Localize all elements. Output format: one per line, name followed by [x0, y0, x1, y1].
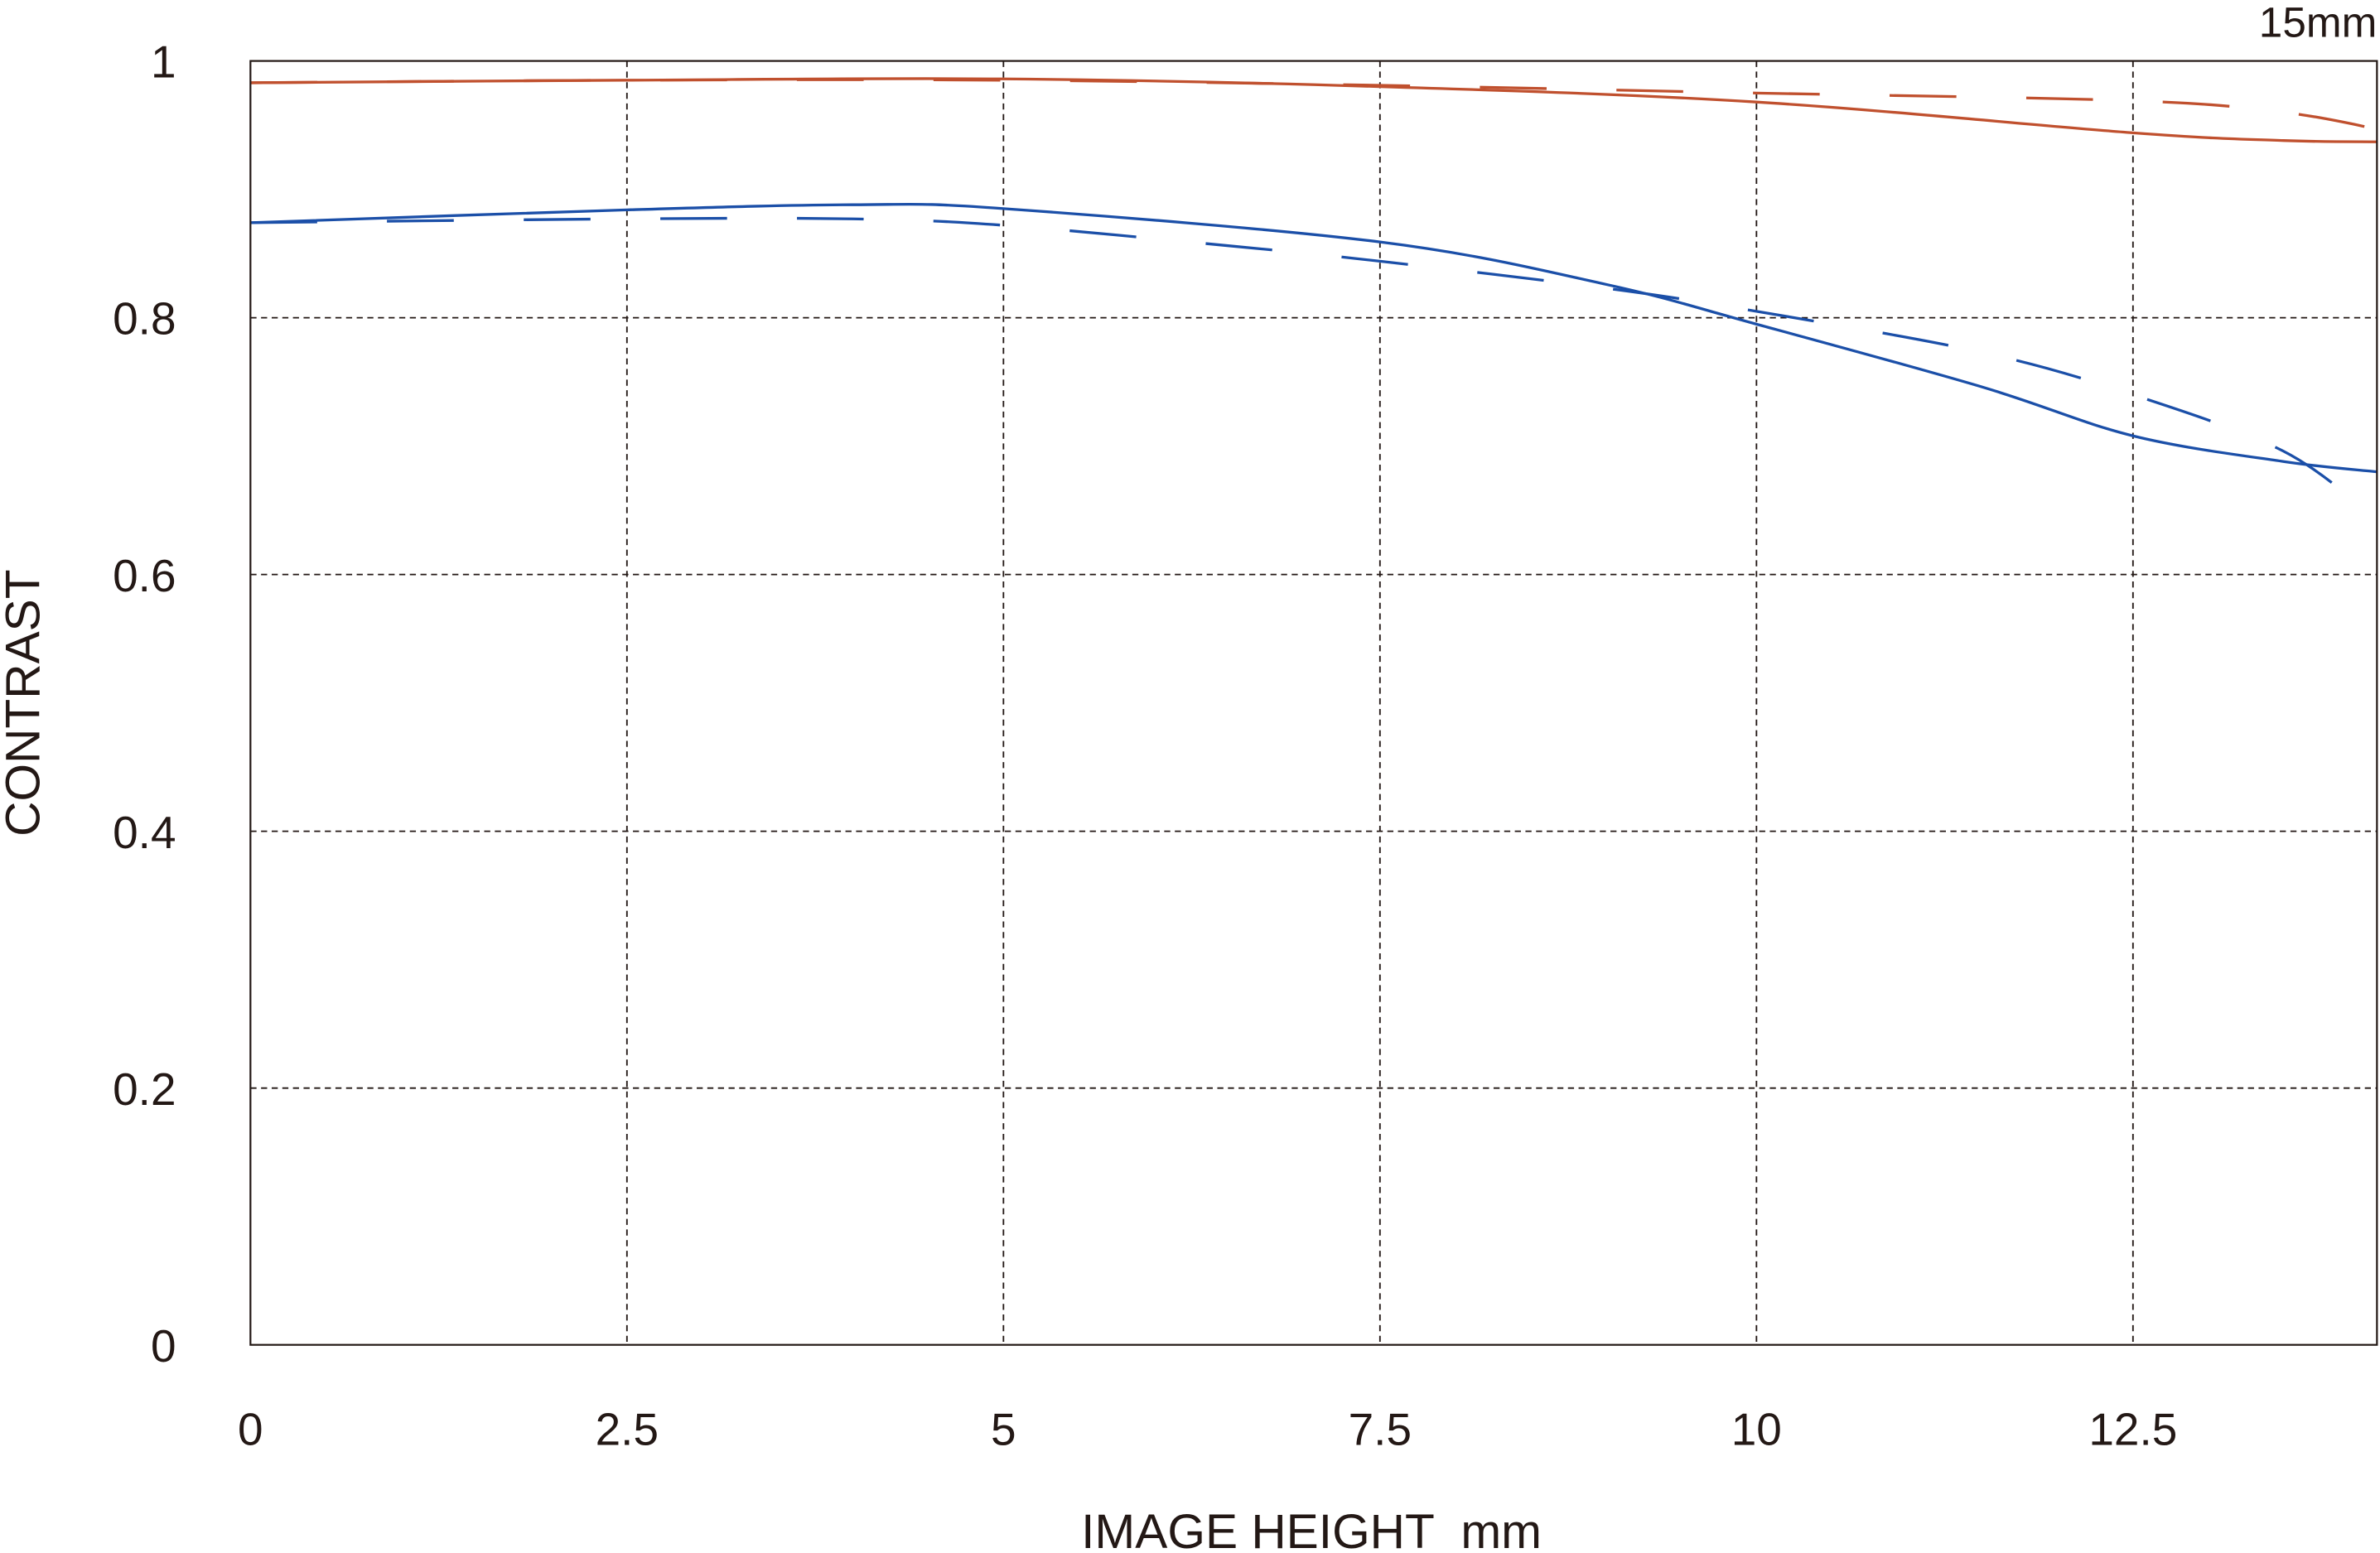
y-tick-label: 0 [151, 1320, 176, 1372]
x-tick-label: 12.5 [2088, 1404, 2177, 1455]
y-tick-label: 0.8 [113, 293, 176, 345]
y-tick-label: 0.4 [113, 807, 176, 858]
series-blue-sagittal [250, 202, 2378, 474]
x-tick-label: 2.5 [596, 1404, 659, 1455]
y-axis-label: CONTRAST [0, 569, 51, 836]
series-blue-meridional [250, 216, 2378, 521]
plot-frame [249, 60, 2378, 1346]
y-tick-label: 0.2 [113, 1063, 176, 1115]
x-tick-label: 7.5 [1349, 1404, 1412, 1455]
curves [250, 77, 2378, 521]
x-tick-label: 0 [238, 1404, 263, 1455]
x-axis-label: IMAGE HEIGHT mm [1081, 1505, 1542, 1553]
series-red-sagittal [250, 77, 2378, 143]
y-tick-label: 0.6 [113, 550, 176, 601]
series-red-meridional [250, 78, 2378, 131]
grid [250, 60, 2378, 1345]
y-tick-label: 1 [151, 36, 176, 88]
x-tick-label: 5 [991, 1404, 1016, 1455]
y-tick-labels: 0 0.2 0.4 0.6 0.8 1 [113, 36, 176, 1372]
chart-title: 15mm [2259, 0, 2378, 46]
x-tick-label: 10 [1731, 1404, 1782, 1455]
x-tick-labels: 0 2.5 5 7.5 10 12.5 [238, 1404, 2177, 1455]
